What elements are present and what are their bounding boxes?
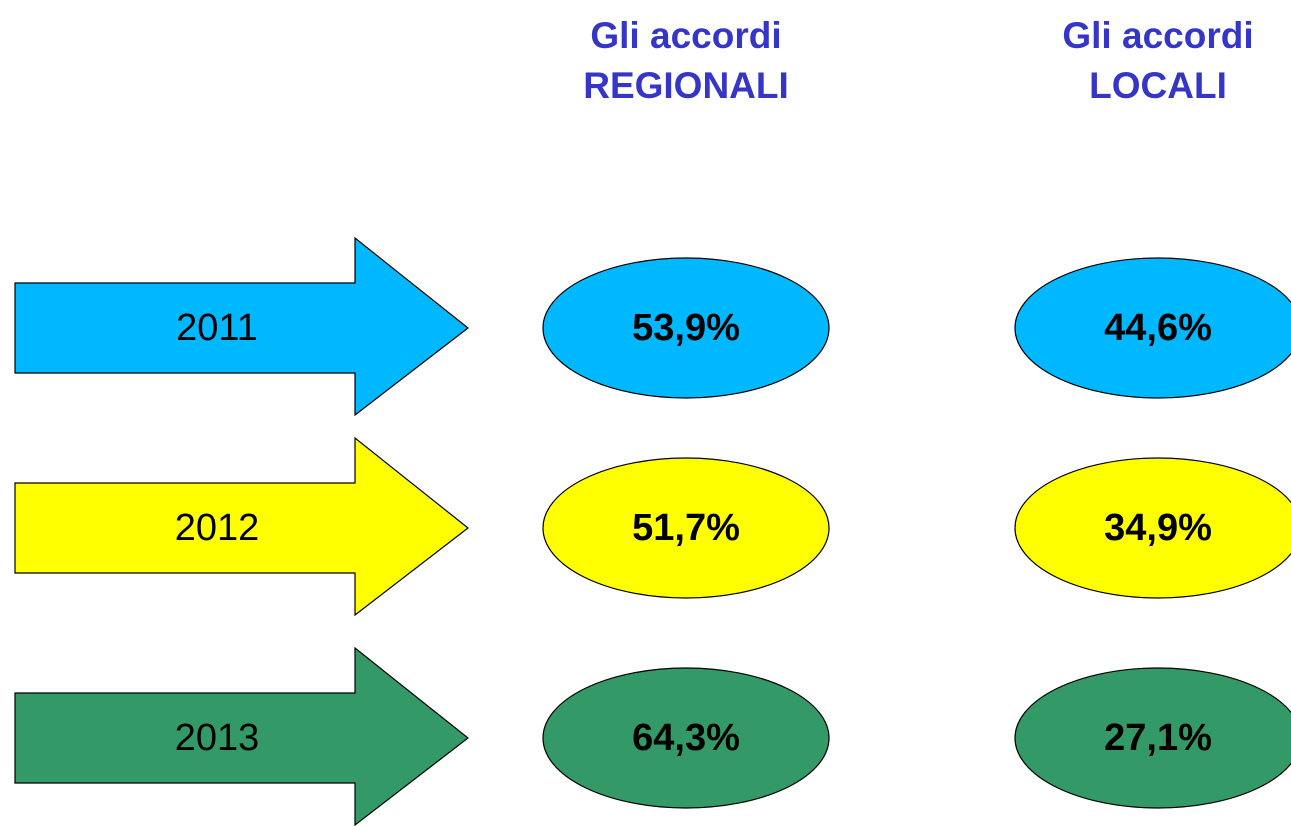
value-ellipse <box>542 457 830 599</box>
column-header: Gli accordi <box>590 15 781 56</box>
column-header: Gli accordi <box>1062 15 1253 56</box>
value-label: 53,9% <box>632 307 740 349</box>
year-label: 2012 <box>175 507 260 549</box>
year-arrow <box>14 436 469 617</box>
year-label: 2013 <box>175 717 260 759</box>
column-header: LOCALI <box>1089 65 1227 106</box>
value-ellipse <box>542 257 830 399</box>
value-label: 51,7% <box>632 507 740 549</box>
value-ellipse <box>542 667 830 809</box>
year-arrow <box>14 646 469 826</box>
value-ellipse <box>1014 257 1291 399</box>
year-arrow <box>14 236 469 417</box>
value-label: 64,3% <box>632 717 740 759</box>
year-label: 2011 <box>176 307 258 349</box>
value-ellipse <box>1014 667 1291 809</box>
value-label: 44,6% <box>1104 307 1212 349</box>
value-ellipse <box>1014 457 1291 599</box>
value-label: 27,1% <box>1104 717 1212 759</box>
value-label: 34,9% <box>1104 507 1212 549</box>
column-header: REGIONALI <box>583 65 789 106</box>
